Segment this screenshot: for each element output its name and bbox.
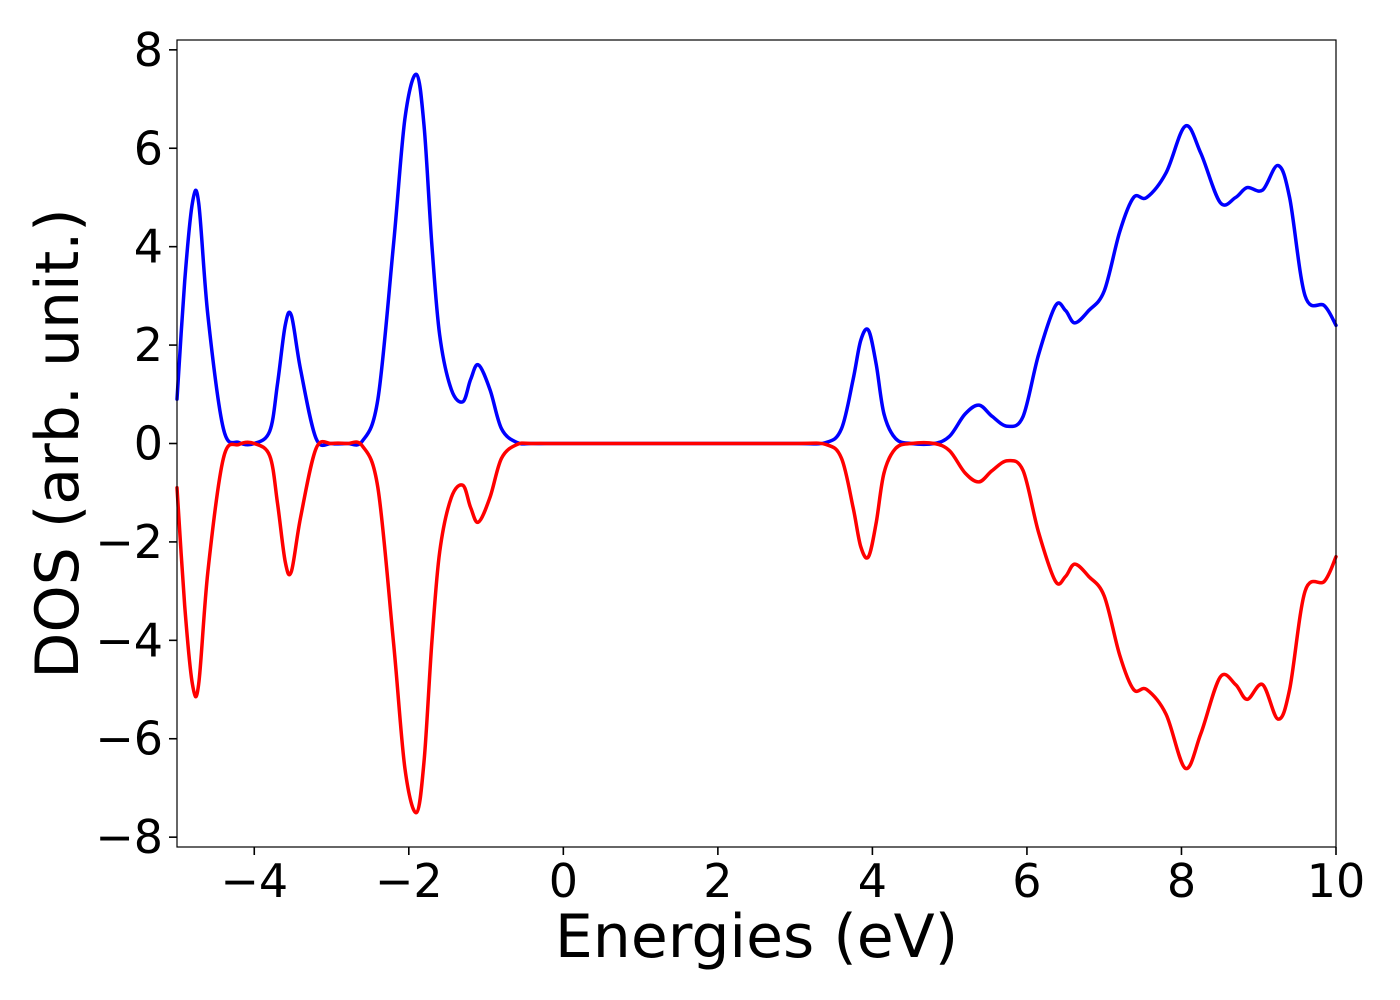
y-tick-label: −6 [95, 712, 163, 766]
spin-down-dos-line [175, 439, 1338, 815]
x-axis: −4 −2 0 2 4 6 8 10 [220, 847, 1365, 908]
x-tick-label: 2 [703, 854, 732, 908]
plot-area [175, 39, 1338, 848]
y-tick-label: −4 [95, 613, 163, 667]
y-axis-label: DOS (arb. unit.) [23, 208, 93, 678]
y-tick-label: 6 [134, 121, 163, 175]
x-tick-label: 6 [1012, 854, 1041, 908]
y-tick-label: 4 [134, 220, 163, 274]
series-layer [175, 72, 1338, 815]
y-tick-label: −2 [95, 515, 163, 569]
spin-up-dos-line [175, 72, 1338, 448]
x-tick-label: −4 [220, 854, 288, 908]
y-tick-label: 0 [134, 417, 163, 471]
y-tick-label: 8 [134, 23, 163, 77]
x-tick-label: 0 [549, 854, 578, 908]
x-tick-label: 8 [1167, 854, 1196, 908]
y-axis: −8 −6 −4 −2 0 2 4 6 8 [95, 23, 177, 864]
x-tick-label: 4 [858, 854, 887, 908]
y-tick-label: −8 [95, 810, 163, 864]
x-axis-label: Energies (eV) [555, 902, 958, 972]
y-tick-label: 2 [134, 318, 163, 372]
x-tick-label: 10 [1307, 854, 1366, 908]
x-tick-label: −2 [375, 854, 443, 908]
